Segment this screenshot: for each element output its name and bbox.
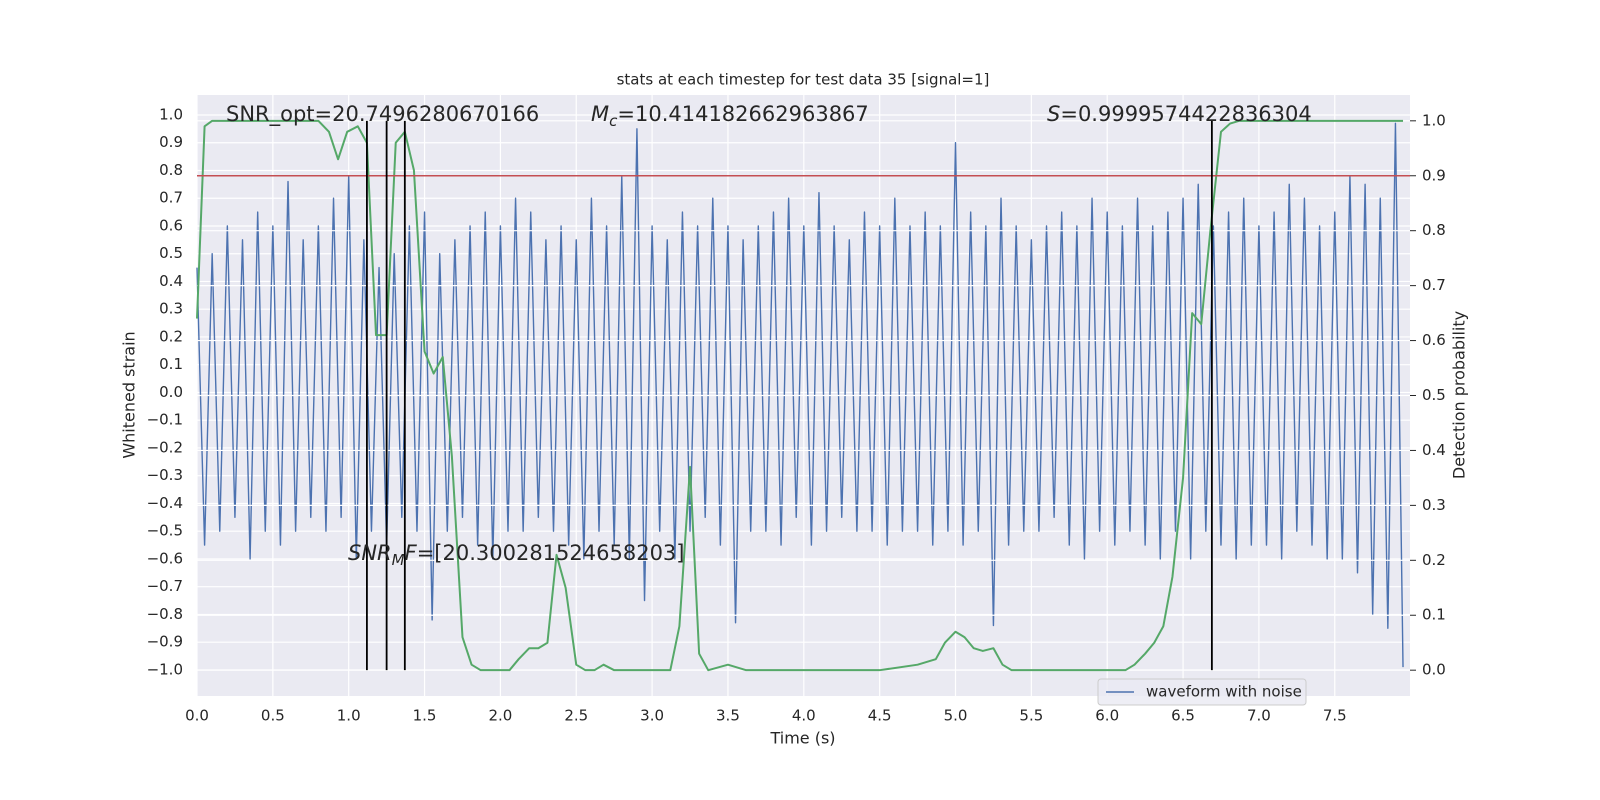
y-tick-label: 0.5 [159, 244, 183, 262]
x-tick-label: 3.0 [640, 707, 664, 725]
y-tick-label: 0.4 [159, 272, 183, 290]
y-tick-label: −0.8 [147, 605, 183, 623]
y-tick-label: 0.8 [159, 161, 183, 179]
legend-label: waveform with noise [1146, 683, 1302, 701]
y2-tick-label: 0.5 [1422, 386, 1446, 404]
y2-tick-label: 0.4 [1422, 441, 1446, 459]
y-tick-label: 0.1 [159, 355, 183, 373]
x-tick-label: 5.5 [1019, 707, 1043, 725]
y-tick-label: −0.7 [147, 577, 183, 595]
x-tick-label: 1.0 [337, 707, 361, 725]
y2-tick-label: 0.7 [1422, 276, 1446, 294]
y-tick-label: 1.0 [159, 105, 183, 123]
y2-tick-label: 0.0 [1422, 661, 1446, 679]
x-tick-label: 2.0 [488, 707, 512, 725]
x-tick-label: 3.5 [716, 707, 740, 725]
annotation: SNRMF=[20.300281524658203] [348, 541, 684, 569]
y-tick-label: −1.0 [147, 660, 183, 678]
annotation-part: =0.9999574422836304 [1060, 102, 1311, 126]
y-tick-label: −0.2 [147, 438, 183, 456]
x-tick-label: 7.0 [1247, 707, 1271, 725]
x-tick-label: 7.5 [1323, 707, 1347, 725]
legend-box [1097, 678, 1307, 706]
y-tick-label: 0.3 [159, 300, 183, 318]
annotation-part: =10.414182662963867 [617, 102, 868, 126]
x-tick-label: 0.5 [261, 707, 285, 725]
x-tick-label: 6.5 [1171, 707, 1195, 725]
x-tick-label: 1.5 [413, 707, 437, 725]
x-tick-label: 6.0 [1095, 707, 1119, 725]
annotation-part: c [609, 112, 618, 130]
annotation-part: M [392, 551, 405, 569]
y2-tick-label: 0.9 [1422, 166, 1446, 184]
x-axis-label: Time (s) [769, 729, 835, 748]
annotation: S=0.9999574422836304 [1047, 102, 1312, 126]
x-tick-label: 5.0 [944, 707, 968, 725]
y-tick-label: 0.6 [159, 216, 183, 234]
y-tick-label: 0.2 [159, 327, 183, 345]
y2-tick-label: 0.1 [1422, 606, 1446, 624]
y2-tick-label: 1.0 [1422, 111, 1446, 129]
y-tick-label: −0.6 [147, 549, 183, 567]
y-tick-label: −0.1 [147, 411, 183, 429]
waveform-line [196, 122, 1404, 668]
y-tick-label: 0.0 [159, 383, 183, 401]
y-tick-label: 0.9 [159, 133, 183, 151]
annotation-part: =[20.300281524658203] [417, 541, 685, 565]
x-tick-label: 4.5 [868, 707, 892, 725]
annotation-part: SNR_opt=20.7496280670166 [226, 102, 539, 127]
y-axis-label: Whitened strain [120, 331, 139, 458]
y2-axis-label: Detection probability [1450, 311, 1469, 479]
annotation-part: F [405, 541, 418, 565]
y-tick-label: 0.7 [159, 189, 183, 207]
annotation-part: S [1047, 102, 1060, 126]
y2-tick-label: 0.2 [1422, 551, 1446, 569]
annotation: Mc=10.414182662963867 [591, 102, 869, 130]
y-tick-label: −0.4 [147, 494, 183, 512]
y-tick-label: −0.5 [147, 522, 183, 540]
probability-line [196, 119, 1404, 672]
y2-tick-label: 0.3 [1422, 496, 1446, 514]
x-tick-label: 2.5 [564, 707, 588, 725]
y2-tick-label: 0.6 [1422, 331, 1446, 349]
annotation-part: M [591, 102, 609, 126]
x-tick-label: 4.0 [792, 707, 816, 725]
y-tick-label: −0.3 [147, 466, 183, 484]
x-tick-label: 0.0 [185, 707, 209, 725]
annotation-part: SNR [348, 541, 392, 565]
y-tick-label: −0.9 [147, 633, 183, 651]
annotation: SNR_opt=20.7496280670166 [226, 102, 539, 127]
y2-tick-label: 0.8 [1422, 221, 1446, 239]
chart-title: stats at each timestep for test data 35 … [617, 71, 990, 89]
